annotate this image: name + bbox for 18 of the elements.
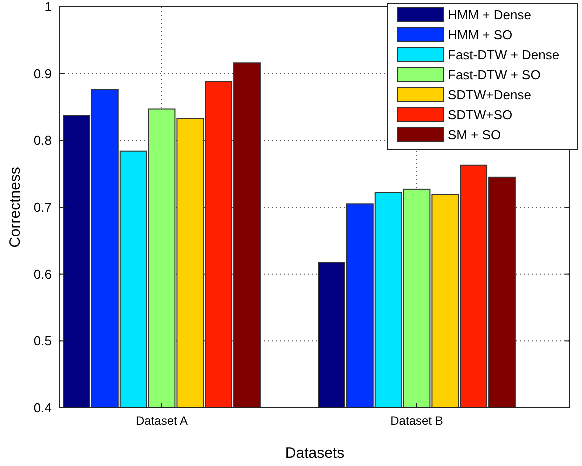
y-tick-label: 0.8 [34,133,52,148]
y-tick-label: 0.4 [34,400,52,416]
y-tick-label: 0.7 [34,200,52,216]
legend-label: HMM + Dense [448,8,532,23]
y-tick-label: 0.9 [34,66,52,82]
y-tick-label: 0.6 [34,266,52,282]
y-axis-title: Correctness [7,167,24,248]
legend-label: Fast-DTW + Dense [448,48,560,63]
x-tick-label: Dataset A [136,414,188,428]
legend-label: SDTW+Dense [448,88,532,103]
legend-label: SDTW+SO [448,108,513,123]
legend-label: SM + SO [448,128,502,143]
x-axis-title: Datasets [285,445,345,462]
x-tick-label: Dataset B [390,414,444,428]
legend-label: Fast-DTW + SO [448,68,541,83]
y-tick-label: 0.5 [34,334,52,349]
y-tick-label: 1 [44,0,52,15]
legend-label: HMM + SO [448,28,513,43]
